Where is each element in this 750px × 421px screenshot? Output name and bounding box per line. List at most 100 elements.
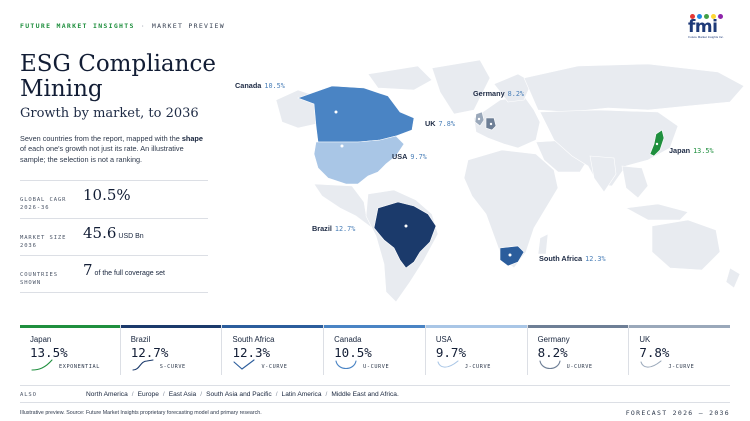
region-item: Europe xyxy=(137,391,159,398)
land-russia xyxy=(523,63,745,113)
region-item: North America xyxy=(86,391,128,398)
fmi-logo: fmi Future Market Insights Inc. xyxy=(686,14,726,40)
growth-cell-curve-type: U-CURVE xyxy=(566,364,593,370)
breadcrumb-separator: · xyxy=(140,22,146,30)
growth-cell-color-bar xyxy=(222,325,324,328)
map-label-canada: Canada 10.5% xyxy=(235,81,285,90)
marker-uk xyxy=(477,117,481,121)
stat-global-cagr: GLOBAL CAGR 2026-36 10.5% xyxy=(20,180,208,218)
growth-cell-color-bar xyxy=(425,325,527,328)
stat-label: MARKET SIZE 2036 xyxy=(20,234,67,249)
logo-dots xyxy=(690,14,724,20)
stat-market-size: MARKET SIZE 2036 45.6 USD Bn xyxy=(20,217,208,256)
land-india xyxy=(589,155,617,193)
growth-cell-japan: Japan 13.5% EXPONENTIAL xyxy=(20,325,121,375)
growth-cell-canada: Canada 10.5% U-CURVE xyxy=(324,325,426,375)
stat-label: GLOBAL CAGR 2026-36 xyxy=(20,197,67,211)
growth-cell-curve-type: V-CURVE xyxy=(261,364,288,370)
growth-curve-icon xyxy=(437,360,459,368)
growth-cell-country: Germany xyxy=(537,335,570,344)
map-label-uk: UK 7.8% xyxy=(425,119,455,128)
growth-cell-cagr: 9.7% xyxy=(435,345,466,360)
header-breadcrumb: FUTURE MARKET INSIGHTS · MARKET PREVIEW xyxy=(20,22,225,30)
growth-cell-color-bar xyxy=(20,325,120,328)
stat-countries-shown: COUNTRIES SHOWN 7 of the full coverage se… xyxy=(20,255,208,293)
stat-value: 45.6 USD Bn xyxy=(83,223,144,242)
logo-dot xyxy=(711,14,716,19)
growth-cell-brazil: Brazil 12.7% S-CURVE xyxy=(120,325,223,375)
region-separator: / xyxy=(200,391,203,398)
marker-germany xyxy=(489,122,493,126)
region-list: North America / Europe / East Asia / South Asi… xyxy=(86,391,399,398)
description-emphasis: shape xyxy=(181,134,203,143)
land-new-zealand xyxy=(725,267,741,289)
growth-cell-country: Canada xyxy=(334,335,362,344)
growth-curve-icon xyxy=(31,359,53,371)
brand-name: FUTURE MARKET INSIGHTS xyxy=(20,22,135,30)
stat-value: 7 of the full coverage set xyxy=(83,261,165,279)
growth-cell-country: Japan xyxy=(30,335,52,344)
growth-cell-south-africa: South Africa 12.3% V-CURVE xyxy=(222,325,325,375)
growth-cell-curve-type: J-CURVE xyxy=(668,364,695,370)
growth-cell-cagr: 12.3% xyxy=(232,345,271,360)
growth-cell-cagr: 10.5% xyxy=(334,345,372,360)
growth-cell-country: South Africa xyxy=(232,335,275,344)
land-europe xyxy=(473,95,541,149)
region-separator: / xyxy=(131,391,134,398)
also-label: ALSO xyxy=(20,392,37,398)
growth-cell-cagr: 12.7% xyxy=(130,345,169,360)
growth-curve-icon xyxy=(539,360,561,370)
logo-tagline: Future Market Insights Inc. xyxy=(688,35,724,39)
country-markers xyxy=(334,110,659,257)
logo-dot xyxy=(718,14,723,19)
country-brazil-shape xyxy=(373,201,437,269)
land-australia xyxy=(651,219,721,271)
land-greenland xyxy=(431,59,491,115)
growth-cell-cagr: 7.8% xyxy=(639,345,670,360)
land-scandinavia xyxy=(493,73,533,103)
logo-dot xyxy=(690,14,695,19)
page-description: Seven countries from the report, mapped … xyxy=(20,134,203,164)
growth-cell-color-bar xyxy=(629,325,731,328)
section-name: MARKET PREVIEW xyxy=(151,22,225,30)
growth-cell-curve-type: EXPONENTIAL xyxy=(59,364,100,370)
map-label-brazil: Brazil 12.7% xyxy=(312,224,356,233)
region-separator: / xyxy=(275,391,278,398)
growth-cell-color-bar xyxy=(324,325,425,328)
region-item: Latin America xyxy=(281,391,322,398)
growth-cell-color-bar xyxy=(527,325,629,328)
growth-cell-country: Brazil xyxy=(130,335,151,344)
marker-usa xyxy=(340,144,344,148)
map-label-japan: Japan 13.5% xyxy=(669,146,714,155)
country-growth-strip: Japan 13.5% EXPONENTIAL Brazil 12.7% S-CURVE S… xyxy=(20,325,731,375)
growth-cell-country: UK xyxy=(639,335,651,344)
land-southeast-asia xyxy=(621,165,649,199)
growth-cell-cagr: 13.5% xyxy=(30,345,68,360)
land-madagascar xyxy=(537,233,549,255)
region-separator: / xyxy=(162,391,165,398)
source-note: Illustrative preview. Source: Future Mar… xyxy=(20,410,262,416)
region-item: East Asia xyxy=(168,391,197,398)
stat-value: 10.5% xyxy=(83,186,131,204)
land-africa xyxy=(463,149,559,269)
marker-canada xyxy=(334,110,338,114)
map-label-usa: USA 9.7% xyxy=(392,152,427,161)
key-stats: GLOBAL CAGR 2026-36 10.5% MARKET SIZE 20… xyxy=(20,180,208,293)
forecast-period: FORECAST 2026 – 2036 xyxy=(625,409,730,417)
region-item: South Asia and Pacific xyxy=(206,391,272,398)
growth-curve-icon xyxy=(335,360,357,370)
land-indonesia xyxy=(625,203,689,221)
growth-curve-icon xyxy=(132,359,154,371)
growth-cell-cagr: 8.2% xyxy=(537,345,568,360)
region-item: Middle East and Africa. xyxy=(331,391,399,398)
growth-cell-country: USA xyxy=(435,335,452,344)
land-arctic-islands xyxy=(367,65,433,91)
logo-wordmark: fmi xyxy=(688,17,718,37)
logo-dot xyxy=(697,14,702,19)
marker-brazil xyxy=(404,224,408,228)
map-label-germany: Germany 8.2% xyxy=(473,89,525,98)
country-usa-shape xyxy=(313,135,405,185)
page-title: ESG Compliance Mining xyxy=(20,51,216,102)
land-asia xyxy=(539,109,679,187)
country-canada-shape xyxy=(297,85,415,143)
